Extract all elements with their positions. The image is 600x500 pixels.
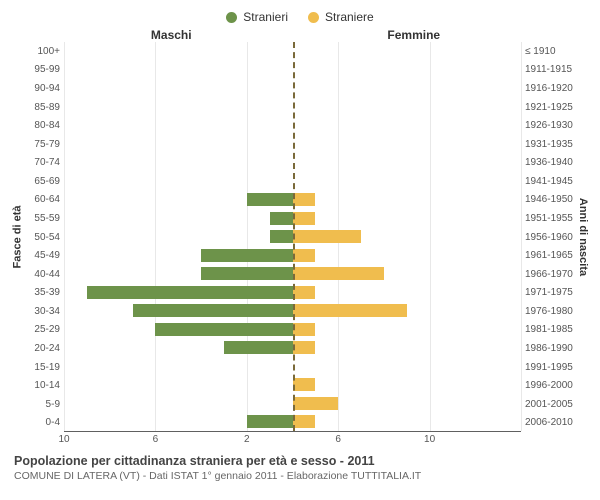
header-male: Maschi: [10, 28, 293, 42]
chart-container: Stranieri Straniere Maschi Femmine Fasce…: [0, 0, 600, 500]
y-axis-label-right: Anni di nascita: [576, 42, 590, 432]
birth-tick: 1966-1970: [521, 265, 576, 284]
column-headers: Maschi Femmine: [10, 28, 590, 42]
bar-male: [155, 323, 292, 336]
chart-title: Popolazione per cittadinanza straniera p…: [14, 454, 586, 468]
plot-area: [64, 42, 521, 432]
gridline: [64, 42, 65, 431]
center-divider: [293, 42, 295, 431]
x-tick: 6: [153, 434, 159, 445]
x-tick: 6: [335, 434, 341, 445]
birth-tick: 1911-1915: [521, 61, 576, 80]
birth-tick: 1961-1965: [521, 246, 576, 265]
age-tick: 70-74: [24, 153, 64, 172]
birth-tick: 1931-1935: [521, 135, 576, 154]
legend-item-male: Stranieri: [226, 10, 288, 24]
age-tick: 75-79: [24, 135, 64, 154]
birth-tick: 1936-1940: [521, 153, 576, 172]
y-ticks-birth: ≤ 19101911-19151916-19201921-19251926-19…: [521, 42, 576, 432]
birth-tick: 1976-1980: [521, 302, 576, 321]
legend-dot-male: [226, 12, 237, 23]
bar-male: [201, 249, 292, 262]
age-tick: 90-94: [24, 79, 64, 98]
bar-female: [293, 230, 362, 243]
gridline: [247, 42, 248, 431]
birth-tick: 1946-1950: [521, 191, 576, 210]
bar-female: [293, 415, 316, 428]
birth-tick: 2006-2010: [521, 414, 576, 433]
age-tick: 0-4: [24, 414, 64, 433]
bar-male: [87, 286, 293, 299]
birth-tick: 1986-1990: [521, 339, 576, 358]
bar-female: [293, 304, 407, 317]
x-axis: 1062610: [64, 432, 521, 448]
age-tick: 40-44: [24, 265, 64, 284]
bar-female: [293, 249, 316, 262]
bar-male: [270, 212, 293, 225]
y-ticks-age: 100+95-9990-9485-8980-8475-7970-7465-696…: [24, 42, 64, 432]
x-tick: 10: [58, 434, 69, 445]
bar-male: [270, 230, 293, 243]
bar-female: [293, 193, 316, 206]
bar-female: [293, 397, 339, 410]
age-tick: 20-24: [24, 339, 64, 358]
age-tick: 55-59: [24, 209, 64, 228]
birth-tick: 1991-1995: [521, 358, 576, 377]
chart-subtitle: COMUNE DI LATERA (VT) - Dati ISTAT 1° ge…: [14, 470, 586, 482]
header-female: Femmine: [293, 28, 591, 42]
bar-female: [293, 267, 384, 280]
bar-male: [247, 193, 293, 206]
bar-female: [293, 341, 316, 354]
age-tick: 50-54: [24, 228, 64, 247]
birth-tick: ≤ 1910: [521, 42, 576, 61]
birth-tick: 1951-1955: [521, 209, 576, 228]
x-tick: 10: [424, 434, 435, 445]
bar-male: [247, 415, 293, 428]
birth-tick: 1921-1925: [521, 98, 576, 117]
bar-male: [224, 341, 293, 354]
age-tick: 80-84: [24, 116, 64, 135]
birth-tick: 1941-1945: [521, 172, 576, 191]
age-tick: 30-34: [24, 302, 64, 321]
age-tick: 5-9: [24, 395, 64, 414]
bar-female: [293, 212, 316, 225]
y-axis-label-left: Fasce di età: [10, 42, 24, 432]
age-tick: 45-49: [24, 246, 64, 265]
bar-female: [293, 323, 316, 336]
age-tick: 100+: [24, 42, 64, 61]
birth-tick: 1981-1985: [521, 321, 576, 340]
age-tick: 10-14: [24, 376, 64, 395]
gridline: [430, 42, 431, 431]
legend-label-female: Straniere: [325, 10, 374, 24]
gridline: [521, 42, 522, 431]
bar-female: [293, 378, 316, 391]
legend-dot-female: [308, 12, 319, 23]
caption: Popolazione per cittadinanza straniera p…: [10, 454, 590, 482]
age-tick: 15-19: [24, 358, 64, 377]
age-tick: 65-69: [24, 172, 64, 191]
birth-tick: 1996-2000: [521, 376, 576, 395]
bar-male: [133, 304, 293, 317]
chart-body: Fasce di età 100+95-9990-9485-8980-8475-…: [10, 42, 590, 432]
birth-tick: 1916-1920: [521, 79, 576, 98]
bar-female: [293, 286, 316, 299]
age-tick: 60-64: [24, 191, 64, 210]
legend-label-male: Stranieri: [243, 10, 288, 24]
legend: Stranieri Straniere: [10, 10, 590, 24]
age-tick: 95-99: [24, 61, 64, 80]
bar-male: [201, 267, 292, 280]
birth-tick: 1956-1960: [521, 228, 576, 247]
gridline: [155, 42, 156, 431]
x-tick: 2: [244, 434, 250, 445]
birth-tick: 2001-2005: [521, 395, 576, 414]
birth-tick: 1926-1930: [521, 116, 576, 135]
legend-item-female: Straniere: [308, 10, 374, 24]
age-tick: 85-89: [24, 98, 64, 117]
birth-tick: 1971-1975: [521, 284, 576, 303]
age-tick: 25-29: [24, 321, 64, 340]
age-tick: 35-39: [24, 284, 64, 303]
